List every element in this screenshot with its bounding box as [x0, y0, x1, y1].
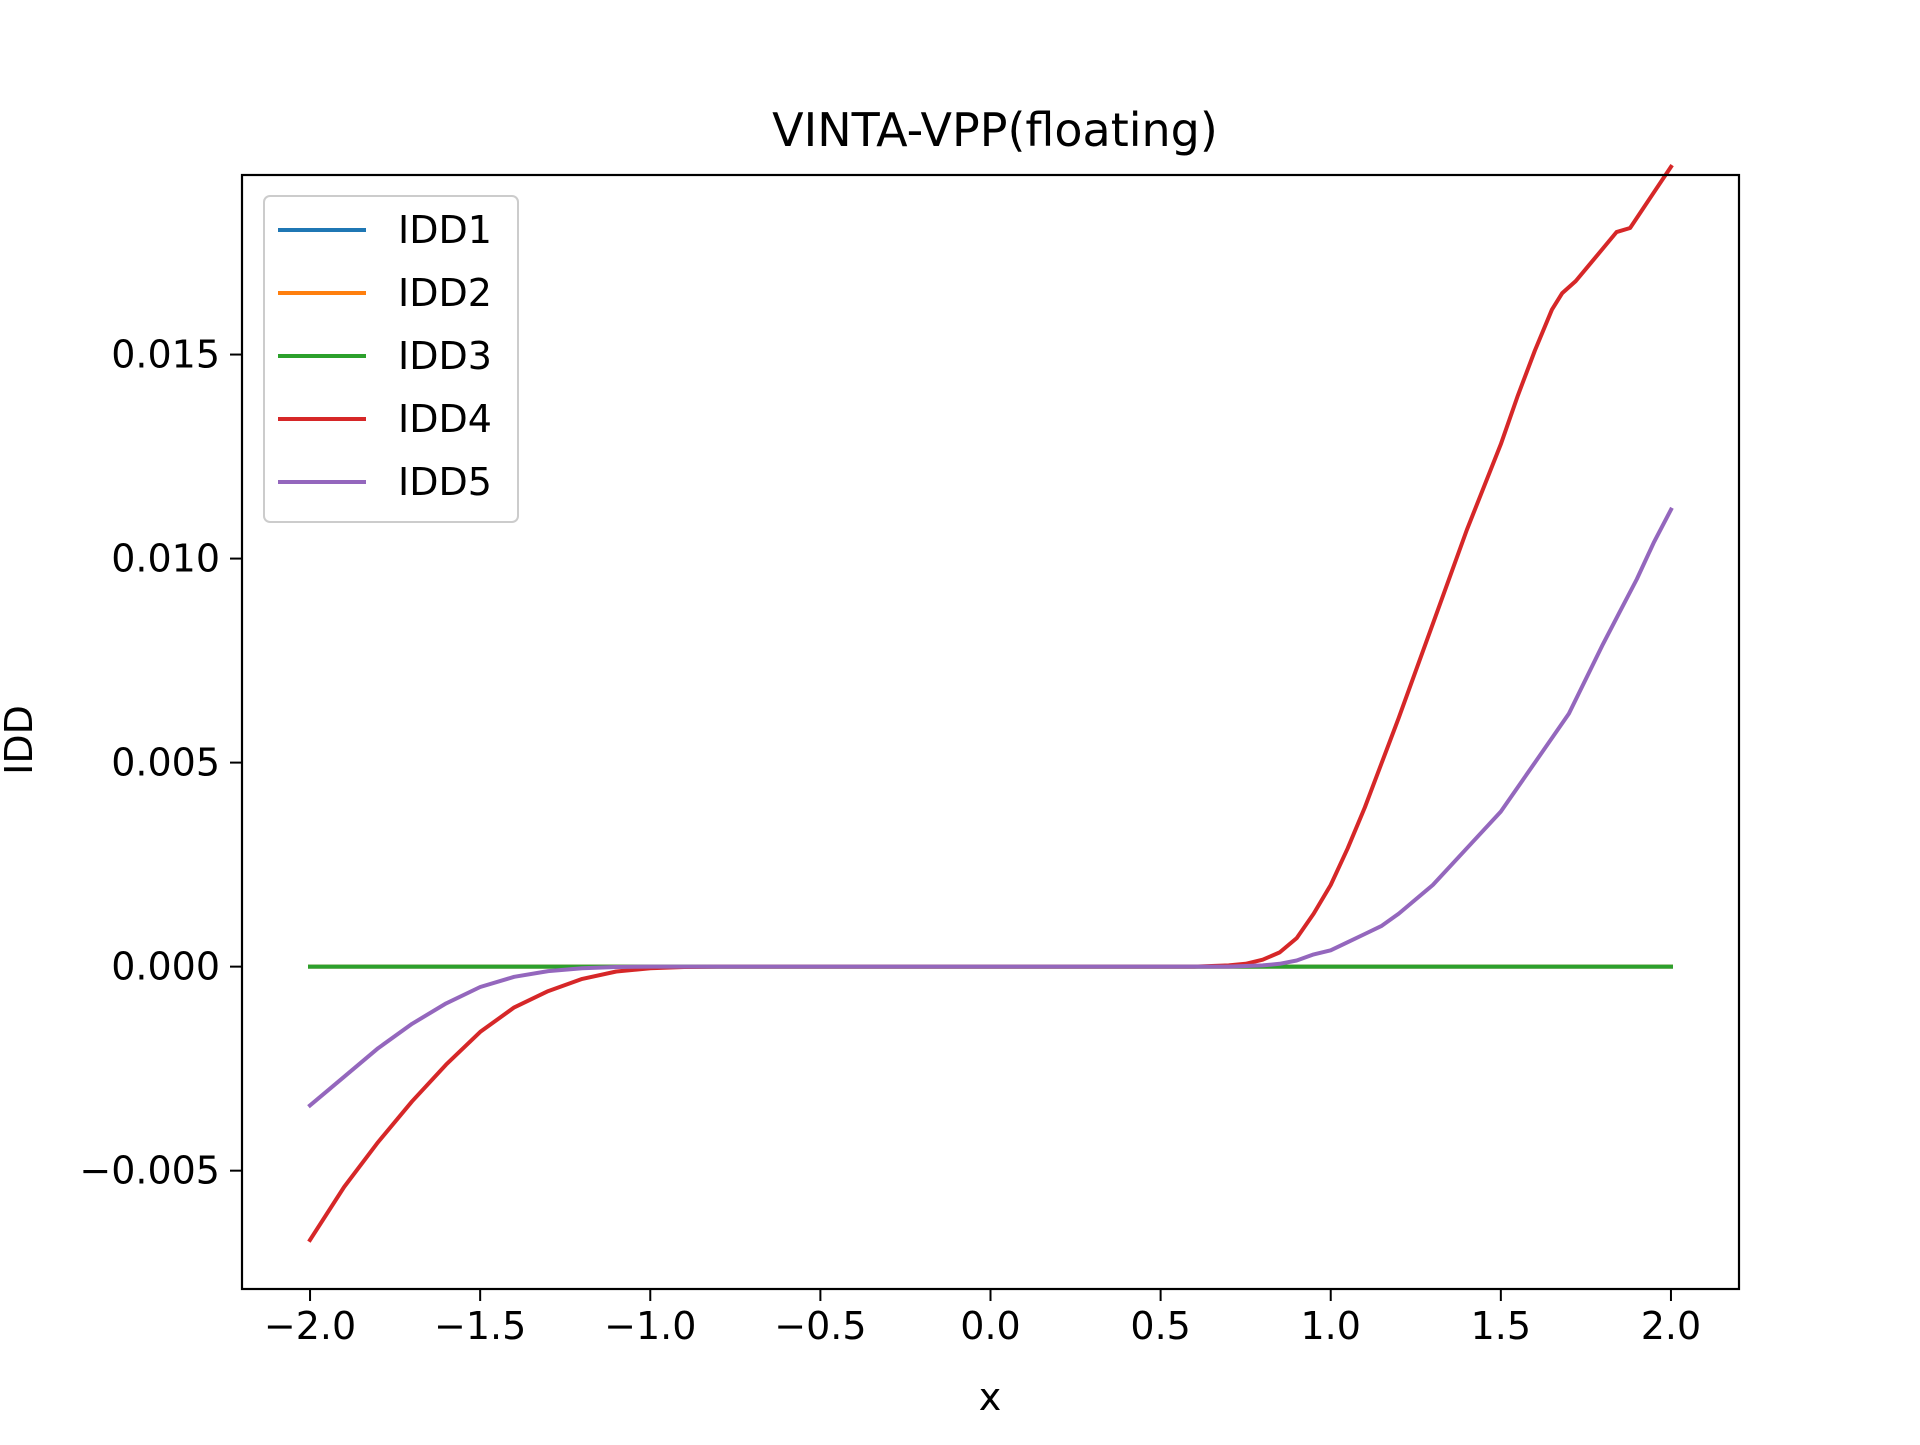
series-line-idd5 [307, 506, 1674, 1109]
legend-label: IDD3 [398, 334, 492, 378]
legend-label: IDD1 [398, 208, 492, 252]
legend-label: IDD2 [398, 271, 492, 315]
y-tick-label: −0.005 [79, 1149, 220, 1193]
x-tick-label: −1.0 [604, 1304, 696, 1348]
x-axis-label: x [979, 1375, 1002, 1419]
x-tick-label: 0.5 [1130, 1304, 1190, 1348]
legend-box [263, 195, 519, 523]
x-tick-label: 0.0 [960, 1304, 1020, 1348]
series-line-idd4 [307, 164, 1674, 1243]
y-tick-label: 0.010 [111, 537, 220, 581]
x-tick-label: 1.5 [1471, 1304, 1531, 1348]
plot-lines [307, 164, 1674, 1243]
legend-label: IDD5 [398, 460, 492, 504]
x-tick-label: −0.5 [774, 1304, 866, 1348]
y-axis-label: IDD [0, 705, 41, 775]
y-axis-ticks: −0.005 0.000 0.005 0.010 0.015 [79, 333, 242, 1193]
legend: IDD1 IDD2 IDD3 IDD4 IDD5 [263, 195, 519, 523]
legend-label: IDD4 [398, 397, 492, 441]
y-tick-label: 0.000 [111, 945, 220, 989]
x-tick-label: 1.0 [1301, 1304, 1361, 1348]
y-tick-label: 0.015 [111, 333, 220, 377]
y-tick-label: 0.005 [111, 741, 220, 785]
x-axis-ticks: −2.0 −1.5 −1.0 −0.5 0.0 0.5 1.0 1.5 2.0 [264, 1289, 1701, 1348]
x-tick-label: 2.0 [1641, 1304, 1701, 1348]
x-tick-label: −2.0 [264, 1304, 356, 1348]
chart-title: VINTA-VPP(floating) [772, 103, 1218, 157]
x-tick-label: −1.5 [434, 1304, 526, 1348]
